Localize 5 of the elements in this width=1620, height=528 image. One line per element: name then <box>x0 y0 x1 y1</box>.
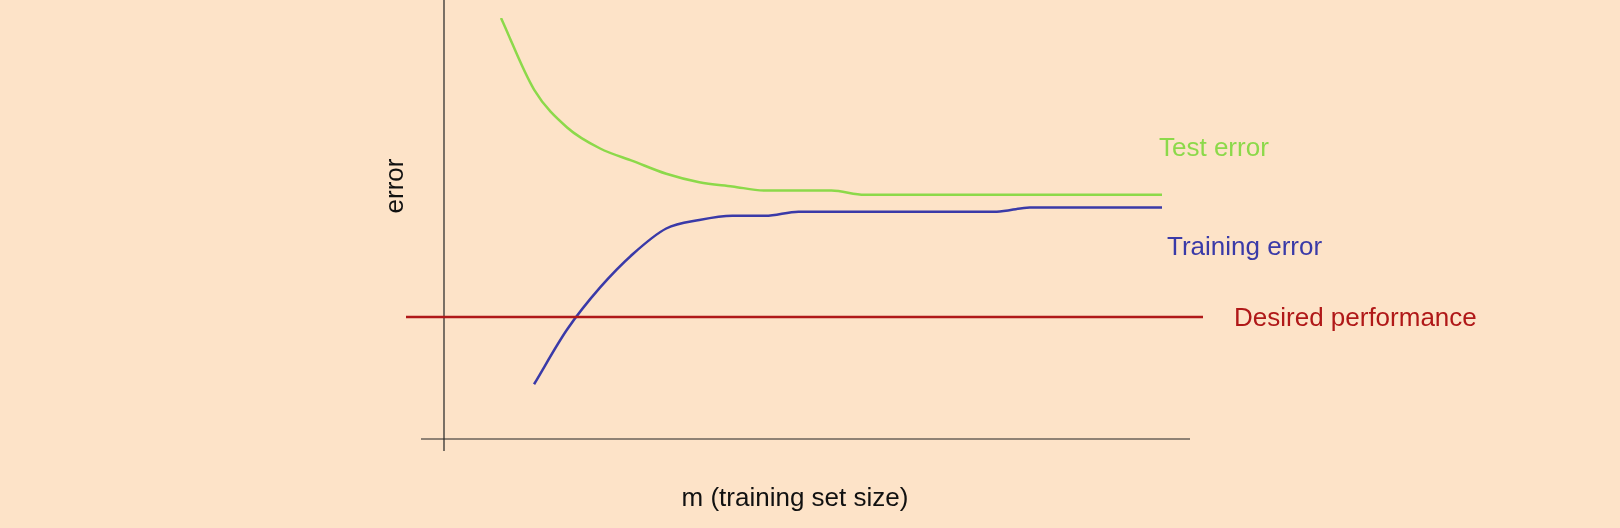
series-label: Training error <box>1167 230 1323 261</box>
y-axis-title: error <box>379 158 410 214</box>
ref-line-label: Desired performance <box>1234 302 1477 333</box>
series-label: Test error <box>1159 131 1270 162</box>
x-axis-title: m (training set size) <box>681 482 909 513</box>
